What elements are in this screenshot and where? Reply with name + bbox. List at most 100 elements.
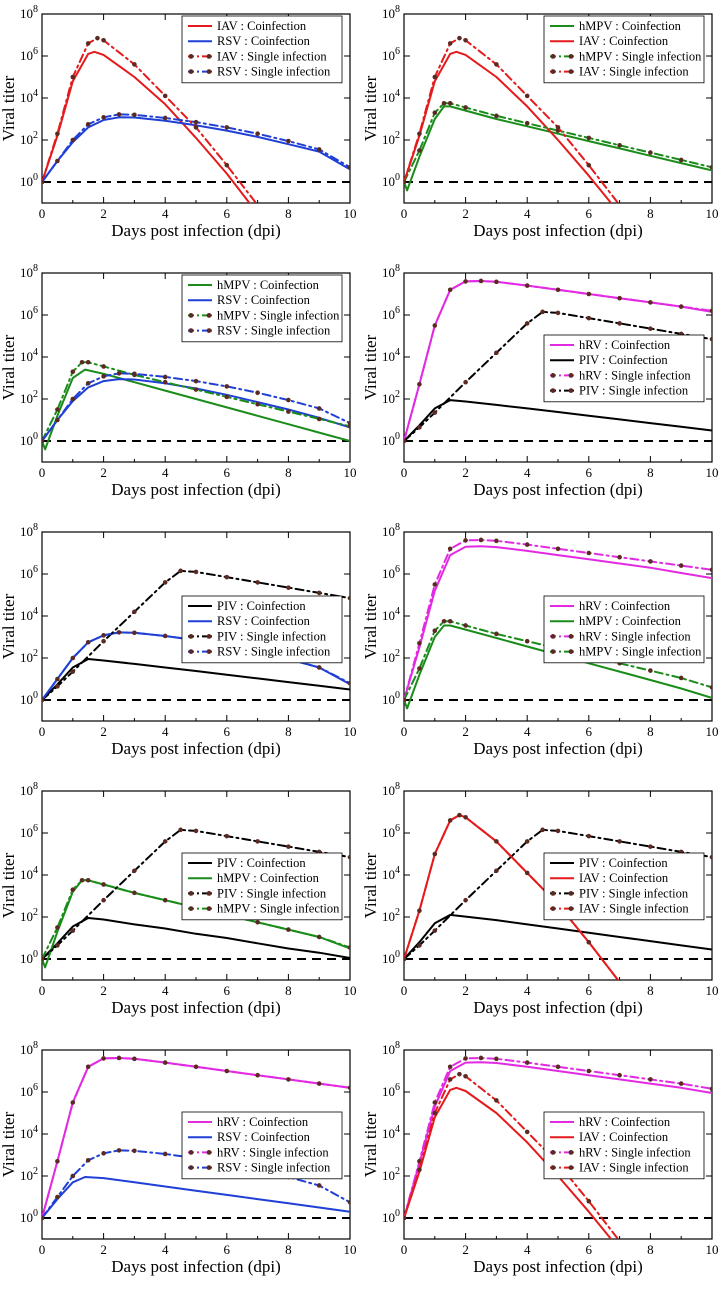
series-point xyxy=(162,897,168,903)
series-point xyxy=(286,138,291,144)
series-line-piv-coinfection xyxy=(404,913,712,960)
series-point xyxy=(555,546,561,552)
series-point xyxy=(478,537,484,543)
x-tick-label: 6 xyxy=(586,983,593,998)
x-tick-label: 2 xyxy=(462,724,469,739)
series-point xyxy=(678,304,684,309)
x-tick-label: 6 xyxy=(224,724,231,739)
series-point xyxy=(85,639,91,645)
series-point xyxy=(193,378,199,384)
series-point xyxy=(85,41,91,46)
y-tick-exponent: 2 xyxy=(395,130,400,141)
legend-marker xyxy=(188,54,194,59)
y-tick-base: 10 xyxy=(382,1084,395,1099)
series-point xyxy=(586,1068,592,1074)
series-point xyxy=(447,1077,453,1082)
legend-label: hRV : Coinfection xyxy=(217,1115,309,1129)
series-line-hrv-single xyxy=(404,280,712,442)
series-point xyxy=(447,546,453,552)
y-tick-label: 104 xyxy=(20,606,38,623)
series-point xyxy=(193,119,199,125)
series-point xyxy=(494,631,499,637)
series-point xyxy=(132,62,137,67)
series-point xyxy=(347,420,350,426)
series-group xyxy=(42,827,350,969)
series-point xyxy=(432,628,438,633)
y-tick-exponent: 4 xyxy=(395,88,400,99)
y-axis-label: Viral titer xyxy=(0,1111,18,1177)
series-point xyxy=(55,925,60,930)
y-tick-base: 10 xyxy=(382,1042,395,1057)
y-tick-label: 108 xyxy=(382,522,400,539)
series-point xyxy=(586,550,592,556)
x-axis-label: Days post infection (dpi) xyxy=(473,998,643,1017)
y-tick-base: 10 xyxy=(382,48,395,63)
legend-label: PIV : Coinfection xyxy=(579,856,668,870)
x-tick-label: 0 xyxy=(39,983,46,998)
y-tick-label: 102 xyxy=(20,907,38,924)
legend-label: PIV : Coinfection xyxy=(217,599,306,613)
y-tick-exponent: 8 xyxy=(395,781,400,792)
y-tick-label: 100 xyxy=(20,949,38,966)
y-tick-label: 102 xyxy=(382,389,400,406)
series-point xyxy=(101,638,106,644)
series-point xyxy=(555,287,561,293)
y-tick-label: 100 xyxy=(20,431,38,448)
series-point xyxy=(404,956,407,962)
series-point xyxy=(432,110,438,115)
series-point xyxy=(494,1098,499,1103)
y-tick-label: 106 xyxy=(382,305,400,322)
series-point xyxy=(116,112,122,117)
x-tick-label: 4 xyxy=(524,724,531,739)
y-tick-base: 10 xyxy=(20,1084,33,1099)
y-tick-exponent: 8 xyxy=(33,1040,38,1051)
y-tick-base: 10 xyxy=(20,566,33,581)
series-point xyxy=(432,1110,438,1116)
series-point xyxy=(618,202,621,203)
series-point xyxy=(132,630,137,636)
series-line-hmpv-coinfection xyxy=(404,624,712,710)
y-tick-exponent: 8 xyxy=(33,263,38,274)
y-tick-exponent: 4 xyxy=(33,865,38,876)
legend-marker xyxy=(206,634,212,639)
y-tick-label: 100 xyxy=(20,1208,38,1225)
legend-label: PIV : Single infection xyxy=(579,384,689,398)
series-group xyxy=(404,278,712,444)
series-point xyxy=(178,827,183,833)
series-point xyxy=(347,1085,350,1091)
y-tick-label: 106 xyxy=(382,564,400,581)
series-point xyxy=(618,1238,621,1239)
y-tick-exponent: 0 xyxy=(33,1208,38,1219)
y-tick-label: 102 xyxy=(382,648,400,665)
legend-marker xyxy=(188,634,194,639)
x-tick-label: 4 xyxy=(524,983,531,998)
series-line-hrv-single xyxy=(404,539,712,701)
series-point xyxy=(286,927,291,932)
series-point xyxy=(79,877,85,883)
x-axis-label: Days post infection (dpi) xyxy=(111,1257,281,1276)
y-tick-base: 10 xyxy=(382,909,395,924)
series-line-iav-single xyxy=(404,1073,620,1239)
series-point xyxy=(286,409,291,414)
legend-marker xyxy=(206,1150,212,1155)
series-point xyxy=(193,828,199,834)
series-line-rsv-coinfection xyxy=(42,116,350,183)
y-tick-exponent: 0 xyxy=(33,690,38,701)
series-point xyxy=(101,364,106,369)
legend-marker xyxy=(550,906,556,911)
y-tick-base: 10 xyxy=(20,6,33,21)
series-point xyxy=(55,407,60,412)
legend-label: IAV : Single infection xyxy=(579,1161,689,1175)
legend-label: hRV : Coinfection xyxy=(579,599,671,613)
series-line-iav-single xyxy=(42,37,258,203)
y-tick-label: 100 xyxy=(382,1208,400,1225)
y-tick-exponent: 6 xyxy=(395,305,400,316)
x-tick-label: 2 xyxy=(462,983,469,998)
y-tick-base: 10 xyxy=(20,1210,33,1225)
legend-marker xyxy=(550,388,556,393)
y-tick-base: 10 xyxy=(382,608,395,623)
